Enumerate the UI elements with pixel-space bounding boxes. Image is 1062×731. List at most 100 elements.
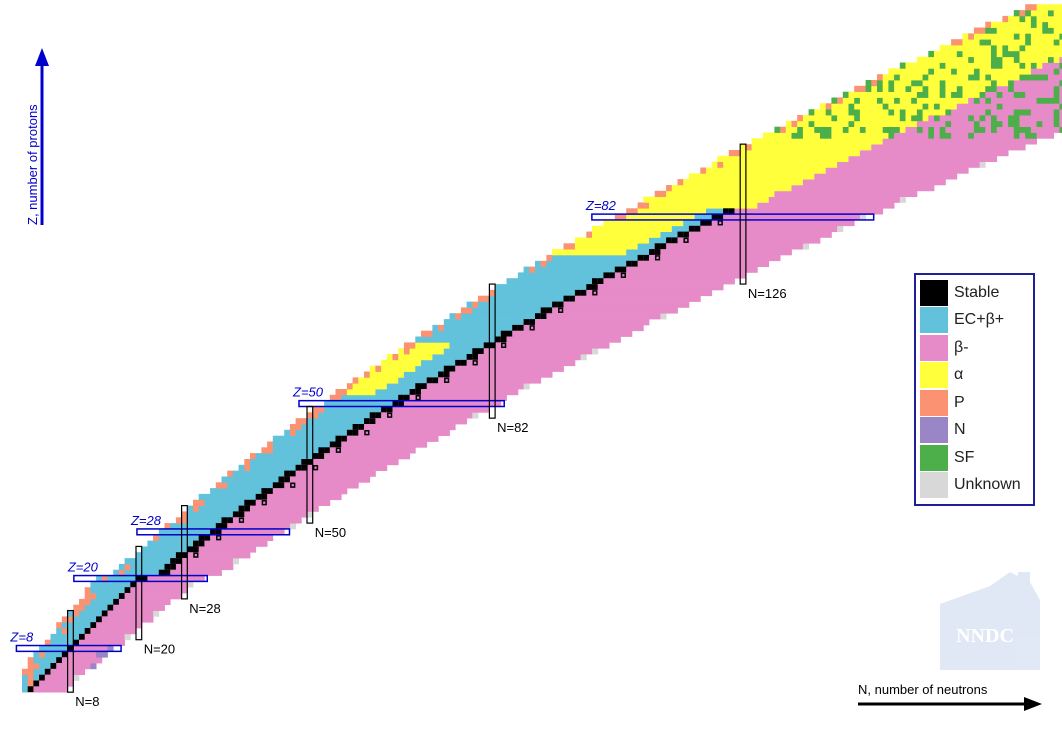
nuclide-cell [1053, 33, 1060, 40]
nuclide-cell [745, 144, 752, 151]
nuclide-cell [1059, 4, 1062, 11]
nuclide-cell [312, 424, 319, 431]
nuclide-cell [831, 167, 838, 174]
nuclide-cell [449, 342, 456, 349]
nuclide-cell [603, 289, 610, 297]
nuclide-cell [67, 616, 74, 623]
nuclide-cell [763, 190, 770, 197]
nuclide-cell [1048, 56, 1055, 63]
nuclide-cell [734, 249, 741, 256]
nuclide-cell [421, 394, 428, 401]
nuclide-cell [597, 313, 604, 320]
nuclide-cell [586, 307, 593, 314]
nuclide-cell [352, 418, 359, 425]
nuclide-cell [660, 231, 667, 238]
nuclide-cell [842, 167, 849, 174]
nuclide-cell [637, 260, 644, 267]
nuclide-cell [61, 622, 68, 629]
nuclide-cell [797, 185, 804, 192]
nuclide-cell [124, 558, 131, 565]
nuclide-cell [198, 563, 205, 571]
nuclide-cell [483, 389, 490, 396]
nuclide-cell [244, 511, 251, 518]
nuclide-cell [1048, 33, 1055, 40]
nuclide-cell [671, 214, 678, 221]
nuclide-cell [552, 354, 559, 361]
nuclide-cell [438, 412, 445, 419]
nuclide-cell [626, 301, 633, 308]
legend-item: N [920, 417, 1029, 445]
nuclide-cell [158, 528, 165, 536]
nuclide-cell [574, 348, 581, 355]
nuclide-cell [626, 319, 633, 326]
nuclide-cell [301, 482, 308, 489]
nuclide-cell [250, 523, 257, 530]
nuclide-cell [153, 575, 160, 582]
nuclide-cell [774, 237, 781, 244]
nuclide-cell [791, 214, 798, 221]
nuclide-cell [255, 523, 262, 530]
nuclide-cell [318, 424, 325, 431]
nuclide-cell [808, 144, 815, 151]
nuclide-cell [700, 190, 707, 197]
nuclide-cell [694, 179, 701, 186]
nuclide-cell [535, 284, 542, 291]
nuclide-cell [968, 138, 975, 145]
nuclide-cell [911, 97, 918, 104]
nuclide-cell [227, 499, 234, 506]
nuclide-cell [574, 266, 581, 273]
nuclide-cell [825, 109, 832, 116]
legend-swatch [920, 472, 948, 499]
nuclide-cell [848, 219, 855, 227]
nuclide-cell [358, 470, 365, 477]
nuclide-cell [797, 173, 804, 180]
nuclide-cell [136, 581, 143, 588]
nuclide-cell [859, 120, 866, 127]
nuclide-cell [267, 453, 274, 460]
stable-cell [124, 587, 131, 593]
nuclide-cell [381, 435, 388, 442]
nuclide-cell [432, 336, 439, 343]
nuclide-cell [341, 464, 348, 471]
nuclide-cell [495, 289, 502, 297]
nuclide-cell [985, 27, 992, 34]
nuclide-cell [694, 254, 701, 262]
nuclide-cell [865, 150, 872, 157]
nuclide-cell [854, 190, 861, 197]
nuclide-cell [899, 91, 906, 98]
nuclide-cell [740, 237, 747, 244]
nuclide-cell [227, 528, 234, 536]
nuclide-cell [996, 56, 1003, 63]
nuclide-cell [962, 91, 969, 98]
nuclide-cell [1048, 97, 1055, 104]
nuclide-cell [1053, 85, 1060, 92]
stable-cell [84, 628, 91, 634]
legend-item: Stable [920, 279, 1029, 307]
nuclide-cell [398, 371, 405, 378]
nuclide-cell [877, 202, 884, 209]
nuclide-cell [802, 150, 809, 157]
nuclide-cell [643, 196, 650, 203]
nuclide-cell [546, 324, 553, 332]
nuclide-cell [329, 447, 336, 454]
nuclide-cell [1025, 21, 1032, 28]
nuclide-cell [945, 109, 952, 116]
nuclide-cell [1042, 21, 1049, 28]
nuclide-cell [717, 196, 724, 203]
nuclide-cell [1013, 27, 1020, 34]
nuclide-cell [791, 243, 798, 250]
nuclide-cell [717, 243, 724, 250]
nuclide-cell [814, 120, 821, 127]
stable-cell [278, 482, 285, 489]
stable-cell [170, 558, 176, 564]
nuclide-cell [865, 144, 872, 151]
nuclide-cell [118, 581, 125, 588]
nuclide-cell [797, 208, 804, 215]
nuclide-cell [631, 278, 638, 285]
nuclide-cell [808, 237, 815, 244]
nuclide-cell [706, 237, 713, 244]
nuclide-cell [871, 97, 878, 104]
nuclide-cell [1059, 91, 1062, 98]
nuclide-cell [763, 202, 770, 209]
nuclide-cell [717, 260, 724, 267]
